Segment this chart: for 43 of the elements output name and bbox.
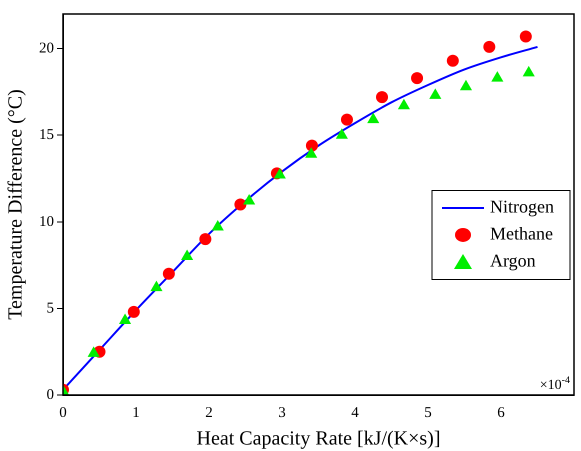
- point: [483, 40, 496, 53]
- point: [491, 71, 504, 82]
- legend-label: Methane: [490, 224, 553, 244]
- y-tick-label: 10: [39, 214, 54, 230]
- x-tick-label: 2: [205, 404, 213, 421]
- point: [243, 194, 256, 205]
- x-axis-title: Heat Capacity Rate [kJ/(K×s)]: [196, 427, 440, 450]
- point: [520, 30, 532, 43]
- point: [340, 114, 353, 126]
- point: [88, 346, 100, 357]
- point: [118, 314, 132, 324]
- point: [446, 54, 459, 67]
- y-tick-label: 5: [46, 300, 54, 316]
- legend-label: Argon: [490, 250, 536, 271]
- point: [181, 249, 194, 260]
- point: [411, 72, 424, 84]
- point: [212, 220, 224, 231]
- point: [522, 66, 535, 76]
- point: [150, 280, 162, 292]
- point: [429, 88, 442, 99]
- y-tick-label: 15: [39, 127, 54, 144]
- point: [234, 198, 246, 210]
- x-tick-label: 0: [59, 404, 67, 421]
- point: [305, 147, 318, 158]
- point: [128, 306, 140, 318]
- y-tick-label: 0: [46, 386, 54, 403]
- y-axis-title: Temperature Difference (°C): [4, 89, 26, 320]
- y-tick-label: 20: [39, 40, 54, 57]
- point: [460, 80, 472, 90]
- point: [274, 168, 286, 179]
- legend-label: Nitrogen: [490, 196, 554, 217]
- x-tick-label: 4: [351, 404, 360, 421]
- x-tick-label: 1: [132, 404, 140, 421]
- point: [367, 112, 380, 124]
- x-tick-label: 6: [497, 404, 506, 421]
- point: [306, 140, 318, 152]
- point: [398, 98, 410, 110]
- point: [376, 91, 388, 104]
- x-tick-label: 3: [278, 404, 286, 421]
- point: [199, 233, 212, 246]
- x-tick-label: 5: [424, 404, 432, 421]
- point: [162, 268, 175, 280]
- point: [336, 128, 348, 139]
